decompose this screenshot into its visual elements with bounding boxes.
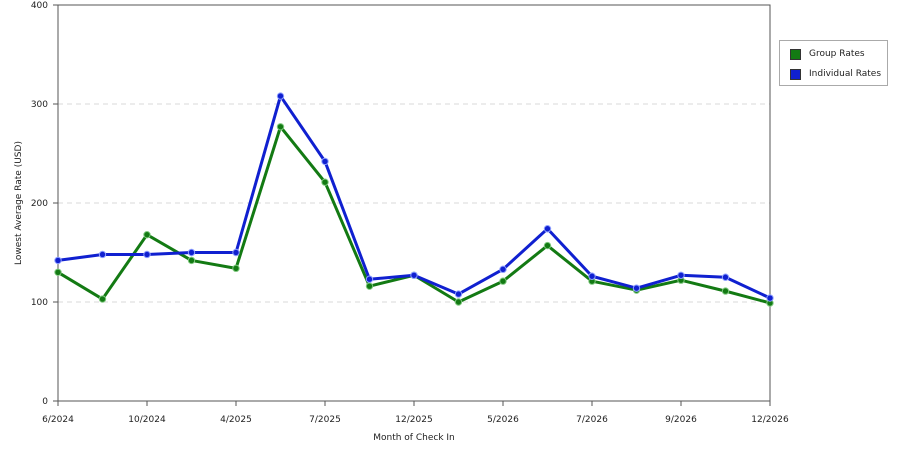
data-point-group-rates-15 [721,287,730,295]
data-point-individual-rates-1 [98,250,107,259]
legend-label-group-rates: Group Rates [809,49,865,59]
data-point-individual-rates-10 [499,265,507,274]
x-tick-label-4: 12/2025 [395,415,432,425]
y-tick-label-200: 200 [31,199,48,209]
data-point-individual-rates-7 [365,275,374,283]
data-point-individual-rates-5 [276,92,285,100]
x-tick-label-7: 9/2026 [665,415,697,425]
data-point-group-rates-7 [365,282,374,290]
data-point-individual-rates-6 [321,157,329,166]
data-point-group-rates-1 [98,295,107,303]
data-point-individual-rates-11 [543,225,552,233]
data-point-individual-rates-14 [677,271,685,279]
legend-swatch-individual-rates [790,68,801,80]
data-point-group-rates-3 [187,256,196,265]
y-axis-label: Lowest Average Rate (USD) [14,141,24,265]
legend-item-group-rates: Group Rates [790,47,865,61]
data-point-individual-rates-15 [721,273,730,281]
data-point-individual-rates-2 [143,250,151,259]
data-point-group-rates-0 [54,268,62,276]
data-point-group-rates-11 [543,241,552,250]
data-point-individual-rates-4 [232,248,240,257]
grid-lines [58,103,770,303]
series-line-individual-rates [57,94,771,300]
x-tick-label-6: 7/2026 [576,415,608,425]
legend: Group Rates Individual Rates [779,40,888,86]
data-point-group-rates-4 [232,264,240,273]
x-axis-ticks: 6/2024 10/2024 4/2025 7/2025 12/2025 5/2026 7/… [42,401,789,425]
x-tick-label-0: 6/2024 [42,415,74,425]
data-point-group-rates-2 [143,230,151,239]
data-point-group-rates-6 [321,178,329,186]
x-axis-label: Month of Check In [373,433,455,443]
y-axis-ticks: 0 100 200 300 400 [31,1,58,407]
legend-label-individual-rates: Individual Rates [809,69,882,79]
data-point-group-rates-5 [276,123,285,131]
legend-item-individual-rates: Individual Rates [790,67,881,81]
data-point-group-rates-9 [454,298,463,306]
data-point-individual-rates-0 [54,256,62,265]
x-tick-label-2: 4/2025 [220,415,252,425]
y-tick-label-300: 300 [31,100,48,110]
legend-swatch-group-rates [790,48,801,60]
y-tick-label-400: 400 [31,1,48,11]
series-layer [54,92,774,307]
data-point-individual-rates-8 [410,271,418,279]
data-point-group-rates-10 [499,277,507,285]
x-tick-label-5: 5/2026 [487,415,519,425]
data-point-individual-rates-16 [766,294,774,302]
data-point-individual-rates-13 [632,284,641,292]
data-point-individual-rates-3 [187,248,196,257]
y-tick-label-100: 100 [31,298,48,308]
x-tick-label-3: 7/2025 [309,415,341,425]
series-individual-rates [54,92,774,302]
x-tick-label-8: 12/2026 [751,415,789,425]
x-tick-label-1: 10/2024 [128,415,166,425]
data-point-individual-rates-9 [454,290,463,298]
data-point-individual-rates-12 [588,272,596,280]
y-tick-label-0: 0 [42,397,48,407]
